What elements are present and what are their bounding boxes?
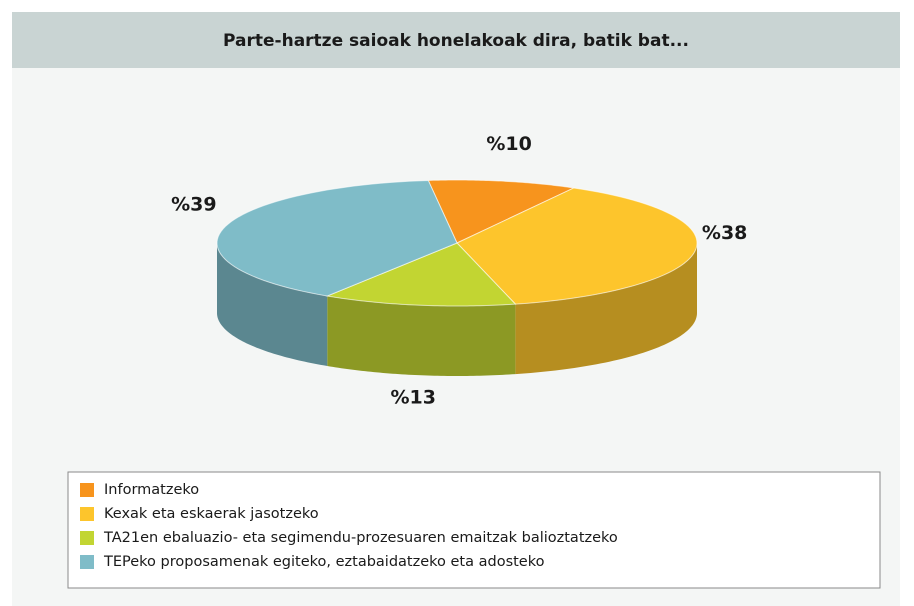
data-label: %39 bbox=[171, 194, 216, 216]
title-bar bbox=[12, 12, 900, 68]
legend-label: Informatzeko bbox=[104, 482, 199, 498]
legend-label: TA21en ebaluazio- eta segimendu-prozesua… bbox=[103, 530, 618, 546]
chart-title: Parte-hartze saioak honelakoak dira, bat… bbox=[223, 31, 689, 51]
data-label: %38 bbox=[702, 222, 747, 244]
slice-side bbox=[217, 243, 328, 367]
legend bbox=[67, 471, 881, 589]
slice-side bbox=[327, 296, 516, 376]
data-label: %10 bbox=[486, 133, 531, 155]
legend-swatch bbox=[80, 531, 94, 545]
legend-swatch bbox=[80, 555, 94, 569]
slice bbox=[427, 179, 576, 244]
legend-swatch bbox=[80, 507, 94, 521]
slice-side bbox=[515, 243, 697, 375]
data-label: %13 bbox=[391, 387, 436, 409]
slice bbox=[456, 187, 698, 305]
slice bbox=[216, 179, 458, 297]
slice bbox=[325, 242, 517, 307]
legend-swatch bbox=[80, 483, 94, 497]
legend-label: TEPeko proposamenak egiteko, eztabaidatz… bbox=[103, 554, 545, 570]
legend-label: Kexak eta eskaerak jasotzeko bbox=[104, 506, 319, 522]
